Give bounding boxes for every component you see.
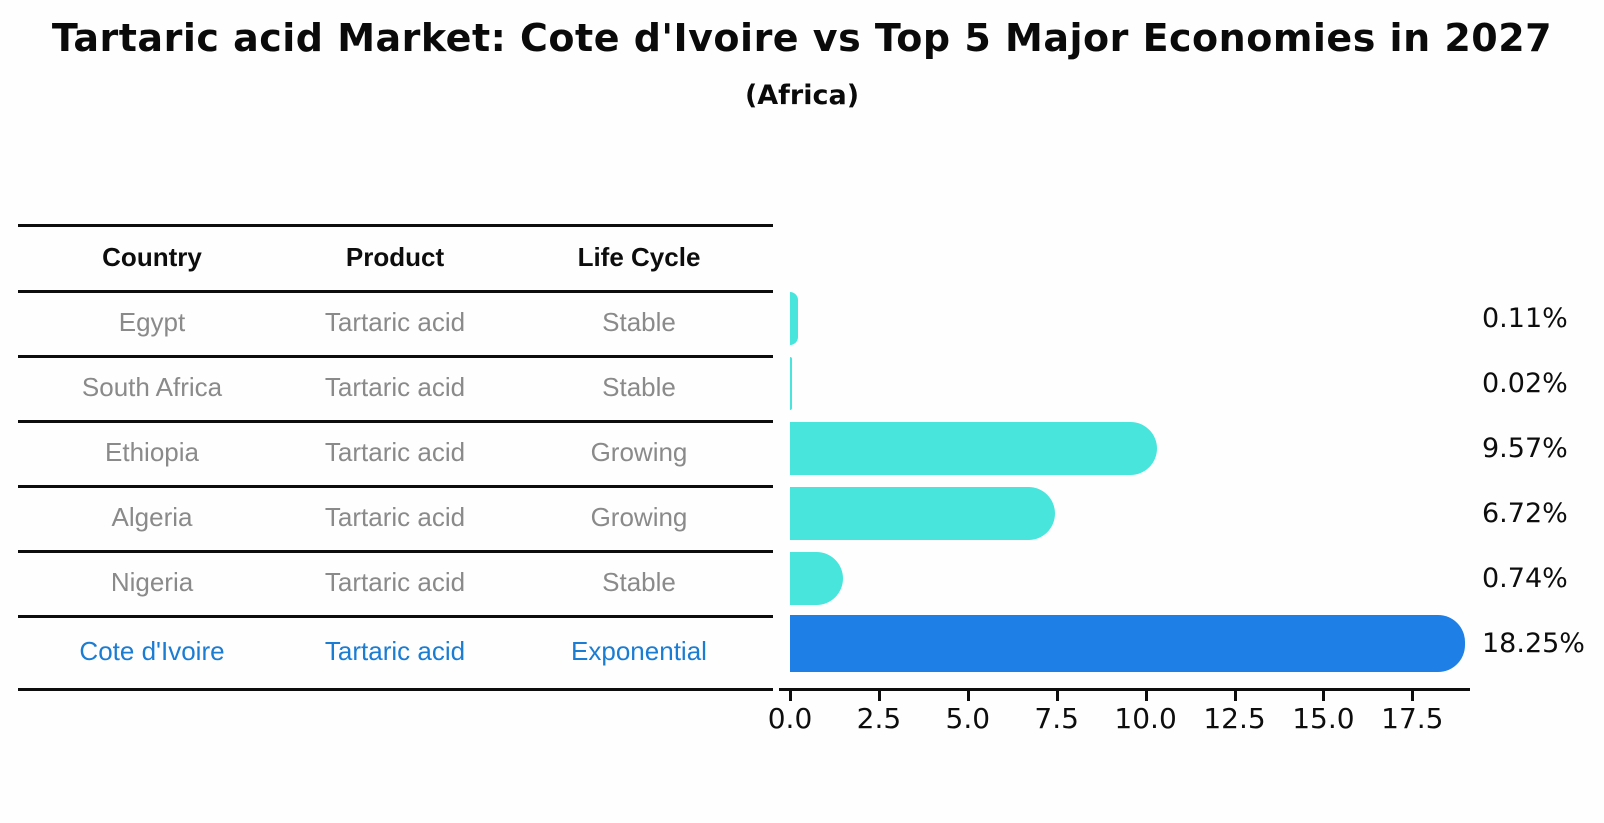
bar-value-label: 6.72% [1482,498,1568,529]
bar-value-label: 0.02% [1482,368,1568,399]
table-cell-product: Tartaric acid [324,307,466,337]
x-axis-tick-label: 15.0 [1292,702,1355,735]
bar-ethiopia [790,422,1157,475]
chart-title: Tartaric acid Market: Cote d'Ivoire vs T… [51,16,1553,60]
table-cell-product: Tartaric acid [324,636,466,666]
x-axis-tick [1144,691,1148,701]
table-cell-life_cycle: Stable [602,372,676,402]
x-axis-line [779,688,1470,691]
bar-value-label: 0.11% [1482,303,1568,334]
table-cell-country: Algeria [111,502,193,532]
x-axis-tick-label: 17.5 [1381,702,1444,735]
table-cell-product: Tartaric acid [324,567,466,597]
table-cell-product: Tartaric acid [324,502,466,532]
table-row-separator [18,420,773,423]
bar-value-label: 9.57% [1482,433,1568,464]
bar-algeria [790,487,1056,540]
table-top-border [18,224,773,227]
table-cell-country: Egypt [118,307,186,337]
table-cell-product: Tartaric acid [324,372,466,402]
table-cell-life_cycle: Growing [590,502,688,532]
table-row-separator [18,485,773,488]
x-axis-tick-label: 2.5 [856,702,902,735]
x-axis-tick-label: 5.0 [945,702,991,735]
x-axis-tick-label: 12.5 [1203,702,1266,735]
x-axis-tick-label: 10.0 [1114,702,1177,735]
table-header-country: Country [102,242,202,272]
x-axis-tick [789,691,792,701]
x-axis-tick [966,691,970,701]
table-cell-life_cycle: Exponential [571,636,707,666]
table-cell-life_cycle: Stable [602,307,676,337]
table-header-life-cycle: Life Cycle [577,242,701,272]
table-cell-country: Ethiopia [105,437,199,467]
bar-egypt [790,292,798,345]
x-axis-tick [1322,691,1326,701]
table-row-separator [18,615,773,618]
table-cell-product: Tartaric acid [324,437,466,467]
table-header-product: Product [345,242,445,272]
bar-nigeria [790,552,843,605]
table-row-separator [18,688,773,691]
bar-value-label: 18.25% [1482,628,1585,659]
x-axis-tick-label: 7.5 [1034,702,1079,735]
table-row-separator [18,355,773,358]
table-cell-life_cycle: Growing [590,437,688,467]
table-cell-country: Nigeria [110,567,194,597]
chart-subtitle: (Africa) [744,80,860,111]
table-cell-life_cycle: Stable [602,567,676,597]
bar-south-africa [790,357,792,410]
x-axis-tick [1055,691,1059,701]
x-axis-tick [1411,691,1415,701]
x-axis-tick-label: 0.0 [767,702,813,735]
x-axis-tick [1233,691,1237,701]
bar-cote-d-ivoire [790,615,1466,672]
table-cell-country: Cote d'Ivoire [79,636,225,666]
x-axis-tick [877,691,881,701]
table-row-separator [18,550,773,553]
bar-value-label: 0.74% [1482,563,1568,594]
table-row-separator [18,290,773,293]
table-cell-country: South Africa [81,372,223,402]
